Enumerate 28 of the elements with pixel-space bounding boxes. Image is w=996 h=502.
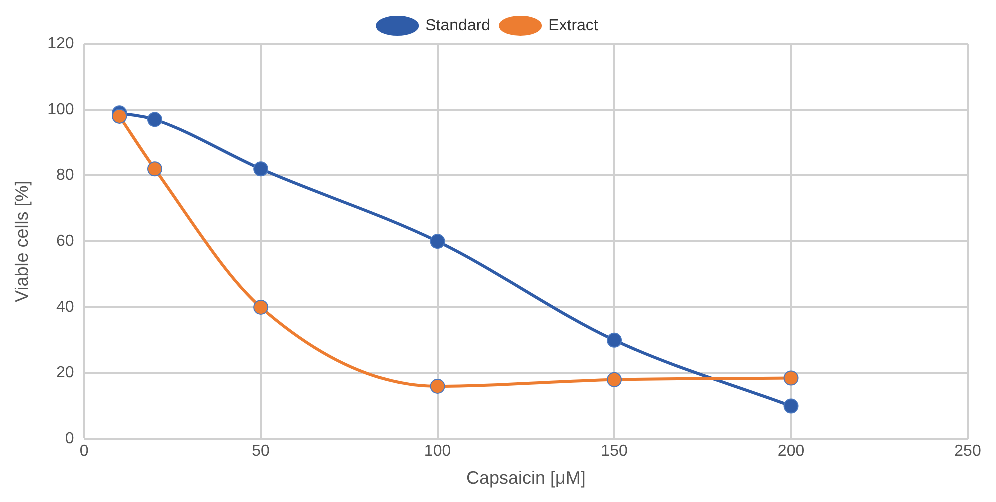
point <box>430 234 446 250</box>
x-tick-label: 150 <box>601 443 628 460</box>
y-tick-label: 0 <box>65 430 74 448</box>
point <box>607 332 622 348</box>
point <box>430 379 446 394</box>
x-tick-label: 250 <box>954 443 982 460</box>
x-axis-title: Capsaicin [μM] <box>466 468 586 488</box>
point <box>254 162 269 177</box>
point <box>607 372 622 388</box>
point <box>254 300 269 315</box>
x-tick-label: 200 <box>778 443 805 460</box>
y-tick-label: 80 <box>56 167 74 184</box>
x-tick-label: 100 <box>424 443 452 460</box>
x-tick-label: 0 <box>80 443 89 460</box>
legend-label: Standard <box>426 17 491 34</box>
point <box>112 108 128 124</box>
y-axis-title: Viable cells [%] <box>12 180 32 302</box>
point <box>784 370 799 386</box>
y-tick-label: 60 <box>56 233 74 250</box>
y-tick-label: 120 <box>48 35 74 52</box>
point <box>147 112 162 128</box>
y-tick-label: 100 <box>48 101 74 118</box>
point <box>147 162 162 177</box>
legend-label: Extract <box>548 17 599 34</box>
point <box>784 398 799 414</box>
x-tick-label: 50 <box>252 443 270 460</box>
y-tick-label: 20 <box>56 364 74 382</box>
y-tick-label: 40 <box>56 298 74 316</box>
